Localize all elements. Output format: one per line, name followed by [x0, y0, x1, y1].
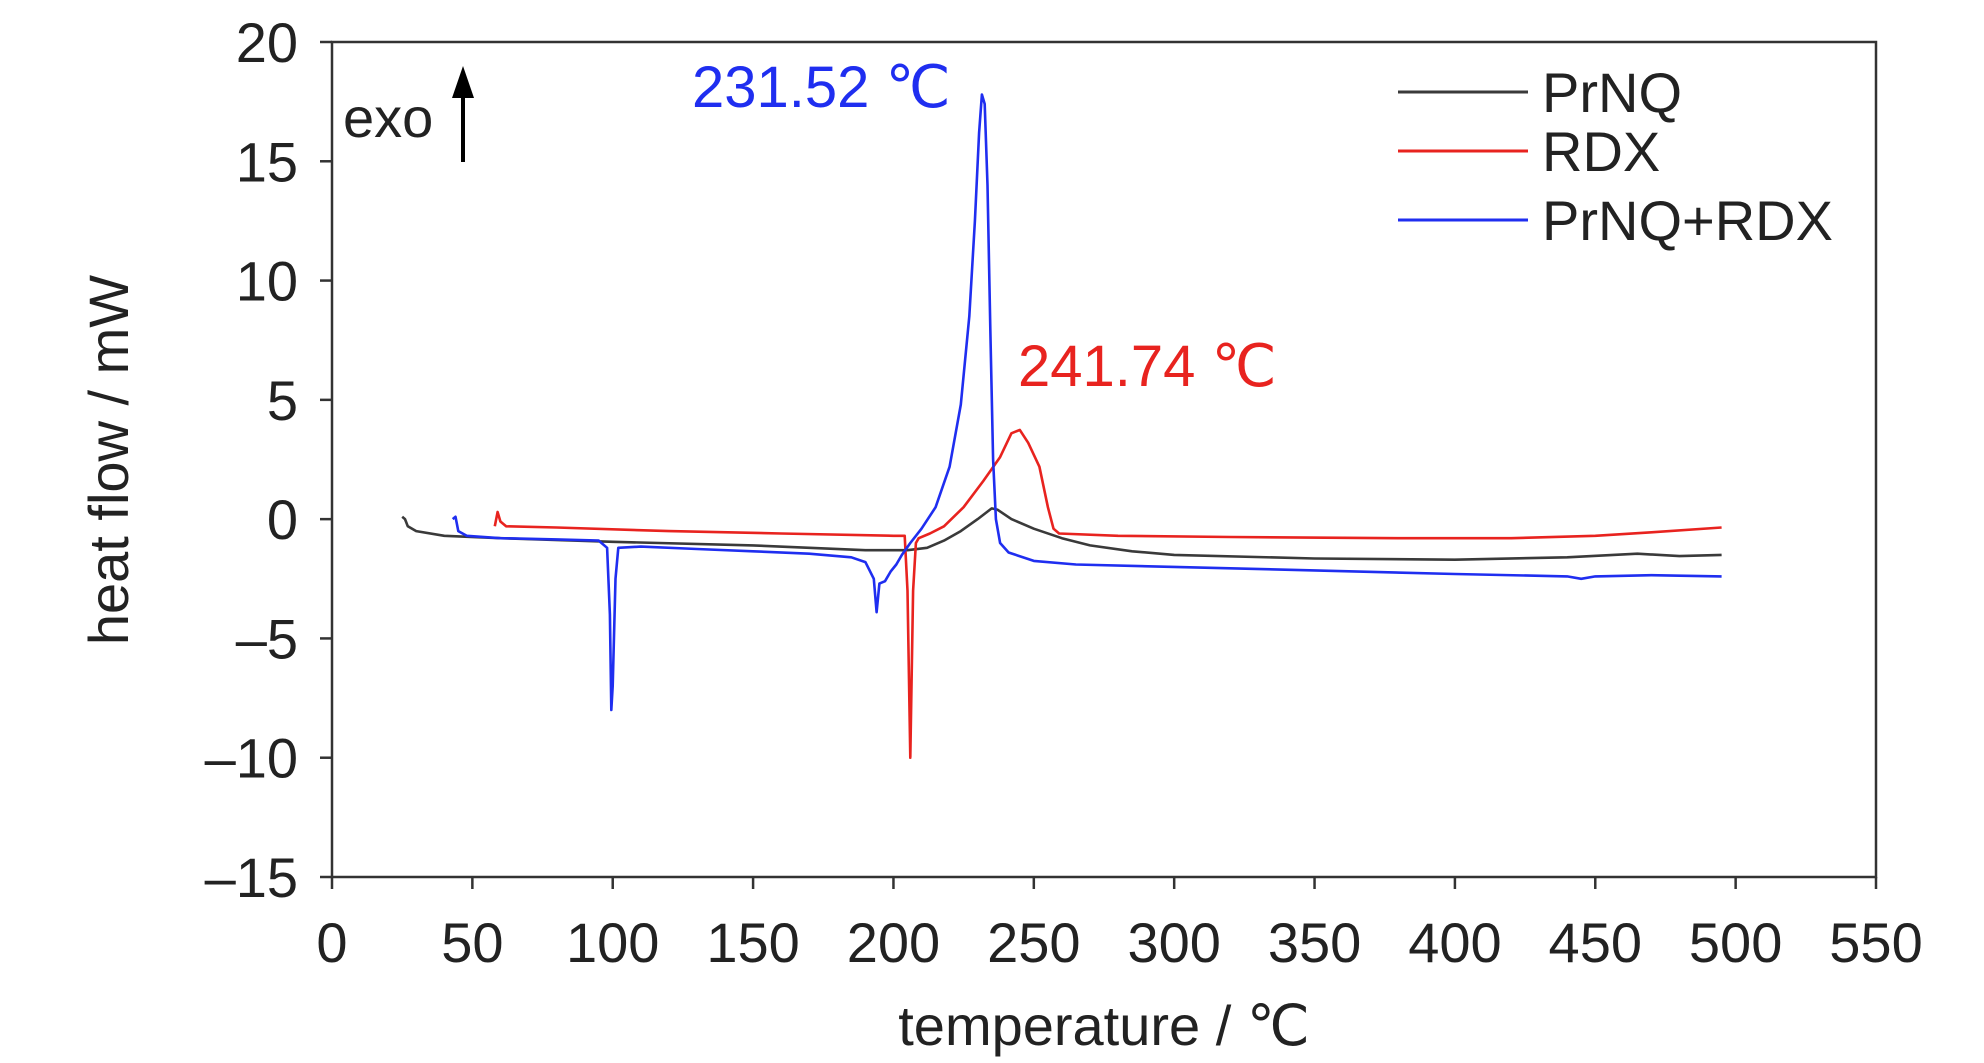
y-tick-label: 10: [236, 250, 298, 313]
y-tick-label: –15: [205, 846, 298, 909]
series-layer: [401, 93, 1722, 759]
x-tick-label: 250: [987, 911, 1080, 974]
y-tick-label: –5: [236, 607, 298, 670]
x-tick-label: 500: [1689, 911, 1782, 974]
y-tick-label: 5: [267, 369, 298, 432]
exo-arrow-head-icon: [452, 66, 474, 98]
peak-annotation-mix: 231.52 ℃: [692, 55, 951, 120]
x-tick-label: 300: [1127, 911, 1220, 974]
x-tick-label: 550: [1829, 911, 1922, 974]
legend-label: PrNQ+RDX: [1542, 189, 1833, 252]
x-tick-label: 200: [847, 911, 940, 974]
x-tick-label: 400: [1408, 911, 1501, 974]
x-tick-label: 0: [316, 911, 347, 974]
exo-indicator: exo: [343, 66, 474, 162]
series-line-rdx: [493, 428, 1722, 759]
x-tick-label: 350: [1268, 911, 1361, 974]
legend-label: PrNQ: [1542, 61, 1682, 124]
y-tick-label: 15: [236, 130, 298, 193]
x-tick-label: 100: [566, 911, 659, 974]
y-tick-label: 20: [236, 11, 298, 74]
y-tick-label: –10: [205, 727, 298, 790]
series-line-prnq-rdx: [451, 93, 1722, 712]
x-tick-label: 50: [441, 911, 503, 974]
x-axis-title: temperature / ℃: [898, 994, 1310, 1057]
ticks-layer: 0 50 100 150 200 250 300 350 400 450 500 5502015105…: [205, 11, 1923, 974]
exo-label: exo: [343, 86, 433, 149]
x-tick-label: 450: [1549, 911, 1642, 974]
peak-annotation-rdx: 241.74 ℃: [1018, 334, 1277, 399]
x-tick-label: 150: [706, 911, 799, 974]
y-tick-label: 0: [267, 488, 298, 551]
y-axis-title: heat flow / mW: [77, 275, 140, 645]
legend-label: RDX: [1542, 120, 1660, 183]
plot-frame: [330, 40, 1878, 879]
